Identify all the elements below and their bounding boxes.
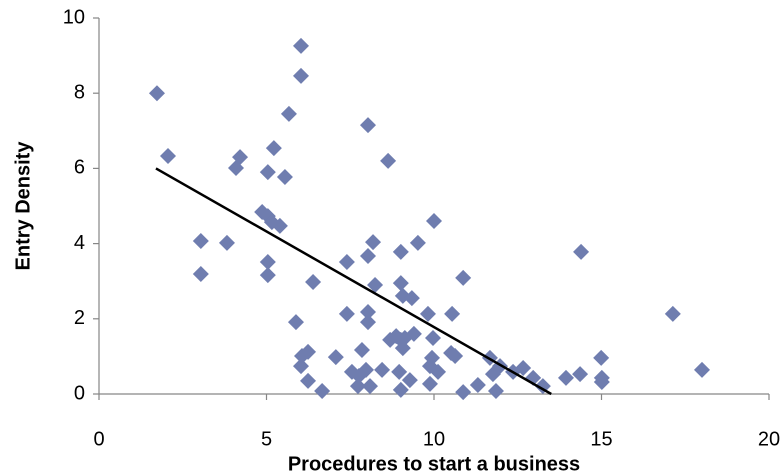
y-tick-label: 4 xyxy=(74,232,85,254)
point xyxy=(293,358,310,375)
point xyxy=(287,314,304,331)
point xyxy=(362,378,379,395)
point xyxy=(259,254,276,271)
point xyxy=(419,305,436,322)
point xyxy=(455,384,472,401)
y-tick-label: 2 xyxy=(74,307,85,329)
point xyxy=(259,267,276,284)
point xyxy=(664,305,681,322)
point xyxy=(401,372,418,389)
x-axis-title: Procedures to start a business xyxy=(288,453,580,475)
point xyxy=(487,382,504,399)
point xyxy=(405,325,422,342)
point xyxy=(338,305,355,322)
point xyxy=(360,314,377,331)
point xyxy=(374,361,391,378)
point xyxy=(391,363,408,380)
point xyxy=(271,217,288,234)
x-tick-label: 5 xyxy=(261,428,272,450)
point xyxy=(444,305,461,322)
point xyxy=(360,304,377,321)
point xyxy=(360,248,377,265)
point xyxy=(421,375,438,392)
point xyxy=(160,147,177,164)
point xyxy=(423,349,440,366)
point xyxy=(338,254,355,271)
trendline xyxy=(155,167,552,396)
point xyxy=(557,369,574,386)
point xyxy=(447,348,464,365)
point xyxy=(280,105,297,122)
point xyxy=(360,117,377,134)
point xyxy=(593,369,610,386)
y-axis-title: Entry Density xyxy=(12,141,34,271)
x-tick-label: 10 xyxy=(423,428,445,450)
point xyxy=(694,361,710,378)
point xyxy=(394,340,411,357)
point xyxy=(265,140,282,157)
point xyxy=(380,152,397,169)
point xyxy=(300,372,317,389)
point xyxy=(327,349,344,366)
y-tick-label: 0 xyxy=(74,382,85,404)
point xyxy=(392,381,409,398)
point xyxy=(259,164,276,181)
point xyxy=(469,376,486,393)
point xyxy=(192,232,209,249)
point xyxy=(572,366,589,383)
point xyxy=(515,360,532,377)
point xyxy=(573,243,590,260)
point xyxy=(276,169,293,186)
point xyxy=(392,275,409,292)
point xyxy=(367,276,384,293)
point xyxy=(426,213,442,230)
point xyxy=(403,290,420,307)
point xyxy=(232,149,249,166)
point xyxy=(300,343,317,360)
point xyxy=(409,234,426,251)
point xyxy=(424,329,441,346)
point xyxy=(192,266,209,283)
x-tick-label: 0 xyxy=(93,428,104,450)
point xyxy=(305,273,322,290)
point xyxy=(349,378,366,395)
point xyxy=(593,349,610,366)
x-tick-label: 15 xyxy=(590,428,612,450)
x-tick-label: 20 xyxy=(758,428,780,450)
y-tick-label: 10 xyxy=(63,6,85,28)
point xyxy=(218,234,235,251)
y-tick-label: 6 xyxy=(74,157,85,179)
y-tick-label: 8 xyxy=(74,81,85,103)
point xyxy=(353,342,370,359)
point xyxy=(392,243,409,260)
point xyxy=(293,37,310,54)
point xyxy=(148,85,165,102)
point xyxy=(314,382,331,399)
point xyxy=(430,363,447,380)
point xyxy=(293,67,310,84)
point xyxy=(365,234,382,251)
point xyxy=(357,361,374,378)
point xyxy=(455,269,472,286)
